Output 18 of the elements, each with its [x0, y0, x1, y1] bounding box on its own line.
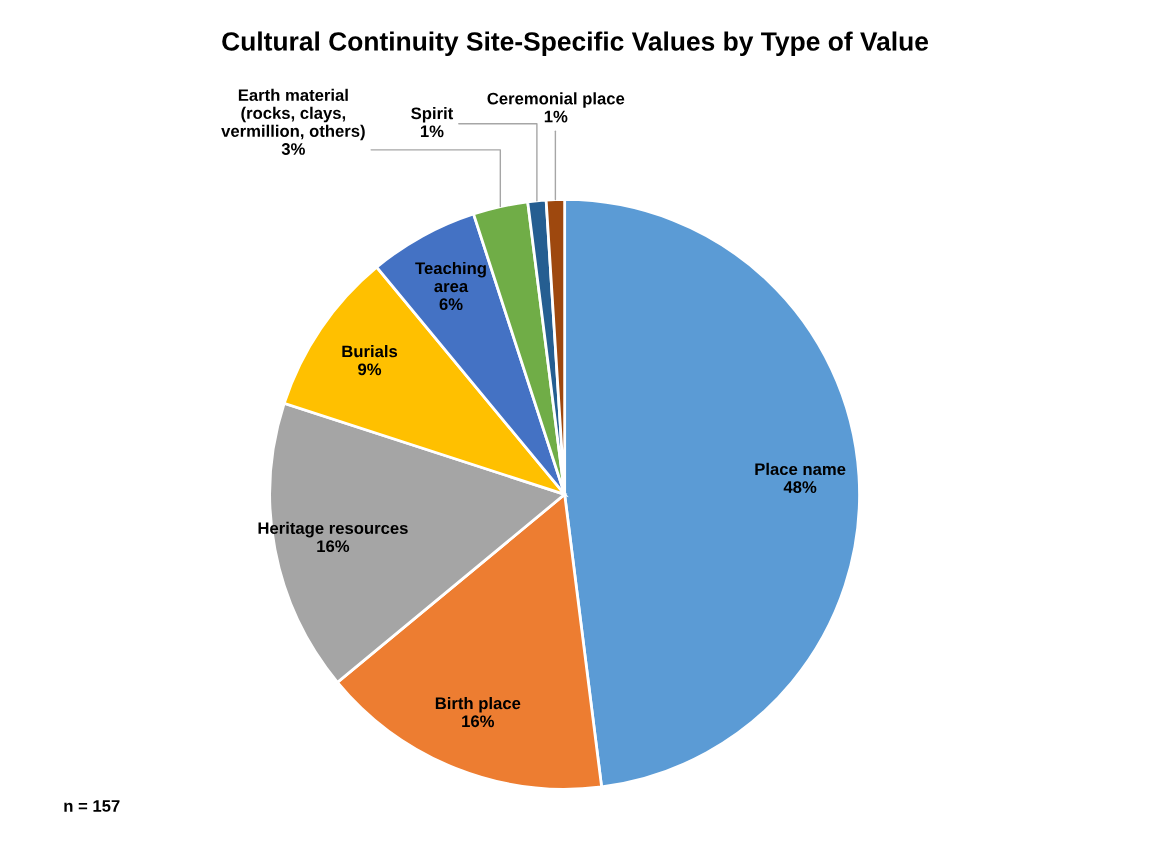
slice-label: Ceremonial place [487, 92, 625, 108]
data-label: 16% [462, 715, 495, 728]
data-label: 6% [439, 298, 463, 311]
slice-label: Spirit [411, 107, 454, 123]
data-label: 3% [281, 143, 305, 155]
slice-label: Birth place [435, 696, 521, 713]
data-label: 1% [420, 125, 444, 138]
slice-label: Teaching area [415, 261, 486, 293]
slice-label: Heritage resources [258, 521, 408, 538]
slice-label: Place name [755, 462, 846, 476]
data-label: 1% [544, 110, 568, 123]
slice-label: Earth material (rocks, clays, vermillion, others) [221, 88, 365, 141]
slice-label: Burials [342, 345, 398, 358]
data-label: 9% [358, 363, 382, 376]
data-label: 48% [783, 481, 817, 493]
chart-title: Cultural Continuity Site-Specific Values by Type of Value [222, 31, 929, 57]
text: n = 157 [64, 800, 120, 812]
data-label: 16% [317, 540, 350, 553]
